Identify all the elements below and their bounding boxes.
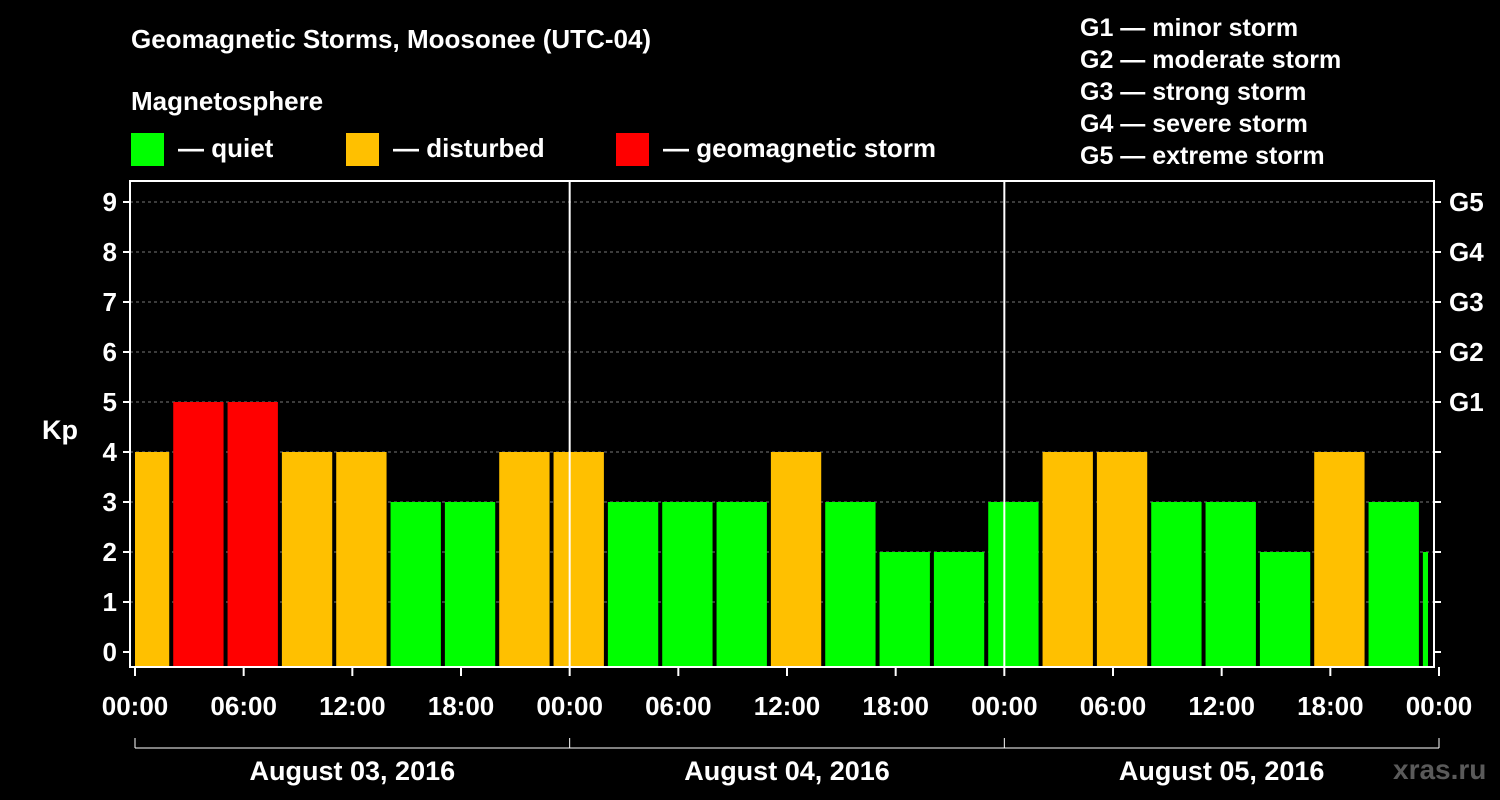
y-tick-label-4: 4	[103, 437, 118, 467]
y-tick-label-9: 9	[103, 187, 117, 217]
g-level-label-G1: G1	[1449, 387, 1484, 417]
kp-bar-16	[933, 552, 985, 667]
kp-bar-13	[770, 452, 822, 667]
kp-bar-11	[662, 502, 713, 667]
g-scale-g3: G3 — strong storm	[1080, 78, 1307, 106]
kp-bar-7	[444, 502, 496, 667]
kp-bar-21	[1205, 502, 1256, 667]
day-label-3: August 05, 2016	[1119, 756, 1325, 786]
x-tick-label-2: 12:00	[319, 691, 386, 721]
day-label-2: August 04, 2016	[684, 756, 890, 786]
kp-bar-15	[879, 552, 930, 667]
g-level-label-G3: G3	[1449, 287, 1484, 317]
x-tick-label-11: 18:00	[1297, 691, 1364, 721]
y-tick-label-0: 0	[103, 637, 117, 667]
kp-bar-8	[499, 452, 550, 667]
x-tick-label-0: 00:00	[102, 691, 169, 721]
g-scale-g1: G1 — minor storm	[1080, 14, 1299, 42]
x-tick-label-10: 12:00	[1188, 691, 1255, 721]
g-level-label-G4: G4	[1449, 237, 1484, 267]
legend-disturbed-swatch	[346, 133, 379, 166]
kp-bar-17	[988, 502, 1039, 667]
y-tick-label-1: 1	[103, 587, 117, 617]
kp-bar-12	[716, 502, 767, 667]
watermark: xras.ru	[1393, 754, 1487, 785]
y-tick-label-2: 2	[103, 537, 117, 567]
kp-bar-1	[135, 452, 170, 667]
legend-quiet-label: — quiet	[178, 133, 274, 163]
legend-disturbed-label: — disturbed	[393, 133, 545, 163]
y-tick-label-8: 8	[103, 237, 117, 267]
y-tick-label-5: 5	[103, 387, 117, 417]
kp-bar-24	[1368, 502, 1419, 667]
legend-quiet-swatch	[131, 133, 164, 166]
x-tick-label-4: 00:00	[536, 691, 603, 721]
x-tick-label-9: 06:00	[1080, 691, 1147, 721]
g-scale-g4: G4 — severe storm	[1080, 110, 1308, 138]
kp-bar-23	[1314, 452, 1365, 667]
y-tick-label-6: 6	[103, 337, 117, 367]
kp-bar-2	[173, 402, 224, 667]
day-label-1: August 03, 2016	[250, 756, 456, 786]
kp-bar-20	[1151, 502, 1202, 667]
g-scale-g5: G5 — extreme storm	[1080, 142, 1325, 170]
legend-storm-label: — geomagnetic storm	[663, 133, 937, 163]
x-tick-label-1: 06:00	[210, 691, 277, 721]
x-tick-label-6: 12:00	[754, 691, 821, 721]
kp-bar-5	[336, 452, 387, 667]
magnetosphere-label: Magnetosphere	[131, 86, 324, 116]
chart-title: Geomagnetic Storms, Moosonee (UTC-04)	[131, 24, 652, 54]
kp-bar-19	[1096, 452, 1148, 667]
kp-bar-3	[227, 402, 278, 667]
plot-frame	[129, 180, 1435, 668]
x-tick-label-5: 06:00	[645, 691, 712, 721]
kp-bar-4	[281, 452, 333, 667]
y-tick-label-7: 7	[103, 287, 117, 317]
g-scale-g2: G2 — moderate storm	[1080, 46, 1342, 74]
kp-bar-22	[1259, 552, 1311, 667]
x-tick-label-7: 18:00	[862, 691, 929, 721]
kp-bar-10	[607, 502, 659, 667]
y-axis-label: Kp	[42, 415, 78, 445]
x-tick-label-8: 00:00	[971, 691, 1038, 721]
kp-bar-9	[553, 452, 604, 667]
g-level-label-G2: G2	[1449, 337, 1484, 367]
kp-bar-6	[390, 502, 441, 667]
kp-bar-14	[825, 502, 876, 667]
kp-bar-25	[1422, 552, 1428, 667]
x-tick-label-12: 00:00	[1406, 691, 1473, 721]
legend-storm-swatch	[616, 133, 649, 166]
x-tick-label-3: 18:00	[428, 691, 495, 721]
kp-bar-18	[1042, 452, 1093, 667]
y-tick-label-3: 3	[103, 487, 117, 517]
g-level-label-G5: G5	[1449, 187, 1484, 217]
